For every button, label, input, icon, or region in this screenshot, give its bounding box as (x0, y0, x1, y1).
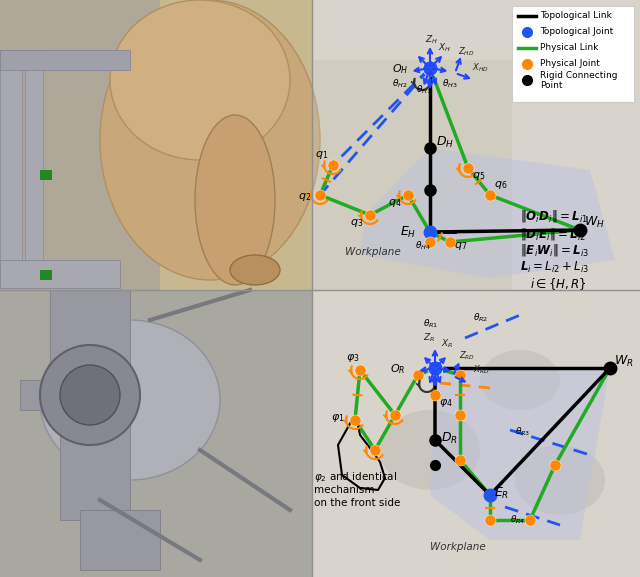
Ellipse shape (515, 445, 605, 515)
Text: Workplane: Workplane (345, 247, 401, 257)
Text: $\theta_{R2}$: $\theta_{R2}$ (473, 311, 488, 324)
Bar (40, 270, 52, 280)
Circle shape (40, 345, 140, 445)
Text: $\Vert\boldsymbol{D}_i\boldsymbol{E}_i\Vert = \boldsymbol{L}_{i2}$: $\Vert\boldsymbol{D}_i\boldsymbol{E}_i\V… (520, 226, 586, 242)
Text: $\theta_{R1}$: $\theta_{R1}$ (423, 317, 438, 329)
Text: Physical Link: Physical Link (540, 43, 598, 53)
Text: $\boldsymbol{O_R}$: $\boldsymbol{O_R}$ (390, 362, 405, 376)
Text: Rigid Connecting: Rigid Connecting (540, 72, 618, 81)
Text: $\boldsymbol{D_R}$: $\boldsymbol{D_R}$ (441, 431, 458, 446)
Text: $\varphi_1$: $\varphi_1$ (331, 412, 344, 424)
Bar (40, 170, 52, 180)
Text: $\boldsymbol{D_H}$: $\boldsymbol{D_H}$ (436, 135, 454, 150)
Polygon shape (360, 148, 615, 278)
Text: $q_6$: $q_6$ (494, 179, 508, 191)
Ellipse shape (230, 255, 280, 285)
Text: $\boldsymbol{W_H}$: $\boldsymbol{W_H}$ (584, 215, 605, 230)
Text: $Z_H$: $Z_H$ (425, 33, 438, 46)
Ellipse shape (380, 410, 480, 490)
FancyBboxPatch shape (512, 6, 634, 102)
Text: $q_7$: $q_7$ (454, 240, 467, 252)
Text: $\theta_{H1}$: $\theta_{H1}$ (416, 83, 432, 96)
Text: $q_2$: $q_2$ (298, 191, 311, 203)
Text: $\varphi_3$: $\varphi_3$ (346, 352, 360, 364)
Bar (60, 420, 130, 520)
Ellipse shape (100, 0, 320, 280)
Text: Point: Point (540, 81, 563, 91)
Text: $X_H$: $X_H$ (438, 41, 451, 54)
Text: $X_R$: $X_R$ (441, 337, 453, 350)
Text: $\boldsymbol{E_H}$: $\boldsymbol{E_H}$ (400, 225, 416, 240)
Bar (50, 290, 130, 410)
Text: $\boldsymbol{W_R}$: $\boldsymbol{W_R}$ (614, 354, 634, 369)
Text: Topological Link: Topological Link (540, 12, 612, 21)
Text: $\Vert\boldsymbol{O}_i\boldsymbol{D}_i\Vert = \boldsymbol{L}_{i1}$: $\Vert\boldsymbol{O}_i\boldsymbol{D}_i\V… (520, 208, 588, 224)
Text: $q_5$: $q_5$ (472, 170, 485, 182)
Bar (0, 50, 22, 280)
Text: $\boldsymbol{L}_i = L_{i2} + L_{i3}$: $\boldsymbol{L}_i = L_{i2} + L_{i3}$ (520, 260, 589, 275)
Text: $Z_R$: $Z_R$ (423, 331, 435, 343)
Text: $\boldsymbol{O_H}$: $\boldsymbol{O_H}$ (392, 62, 408, 76)
Text: $\boldsymbol{E_R}$: $\boldsymbol{E_R}$ (494, 486, 509, 501)
Bar (0, 260, 120, 288)
FancyBboxPatch shape (0, 0, 160, 290)
Text: $\theta_{R3}$: $\theta_{R3}$ (515, 426, 531, 439)
Text: $q_3$: $q_3$ (350, 217, 364, 229)
Polygon shape (430, 368, 610, 540)
Text: $Z_{HD}$: $Z_{HD}$ (458, 45, 475, 58)
Text: $i \in \{H,R\}$: $i \in \{H,R\}$ (530, 276, 587, 292)
Bar (0, 0, 312, 290)
Text: $\theta_{H4}$: $\theta_{H4}$ (415, 239, 431, 252)
Bar (312, 290, 640, 577)
Text: $X_{RD}$: $X_{RD}$ (473, 364, 490, 377)
Bar (312, 0, 640, 290)
Text: $\theta_{H3}$: $\theta_{H3}$ (442, 77, 458, 89)
Ellipse shape (40, 320, 220, 480)
Text: $\Vert\boldsymbol{E}_i\boldsymbol{W}_i\Vert = \boldsymbol{L}_{i3}$: $\Vert\boldsymbol{E}_i\boldsymbol{W}_i\V… (520, 242, 589, 258)
Bar (0, 290, 312, 577)
Text: $X_{HD}$: $X_{HD}$ (472, 61, 489, 73)
Text: $q_4$: $q_4$ (388, 197, 402, 209)
Text: $\theta_{H2}$: $\theta_{H2}$ (392, 77, 408, 89)
Ellipse shape (480, 350, 560, 410)
Bar (25, 50, 43, 280)
Text: Physical Joint: Physical Joint (540, 59, 600, 69)
FancyBboxPatch shape (312, 60, 512, 290)
Ellipse shape (195, 115, 275, 285)
Text: Workplane: Workplane (430, 542, 486, 552)
Text: on the front side: on the front side (314, 498, 401, 508)
Text: $Z_{RD}$: $Z_{RD}$ (459, 349, 476, 362)
Ellipse shape (110, 0, 290, 160)
Bar (20, 380, 120, 410)
Text: $\varphi_2$ and identical: $\varphi_2$ and identical (314, 470, 397, 484)
Bar (80, 510, 160, 570)
Bar (0, 50, 130, 70)
Text: mechanism: mechanism (314, 485, 374, 495)
Text: $\theta_{R4}$: $\theta_{R4}$ (510, 514, 525, 526)
Text: $q_1$: $q_1$ (315, 149, 328, 161)
Text: Topological Joint: Topological Joint (540, 28, 613, 36)
Circle shape (60, 365, 120, 425)
Text: $\varphi_4$: $\varphi_4$ (439, 397, 453, 409)
